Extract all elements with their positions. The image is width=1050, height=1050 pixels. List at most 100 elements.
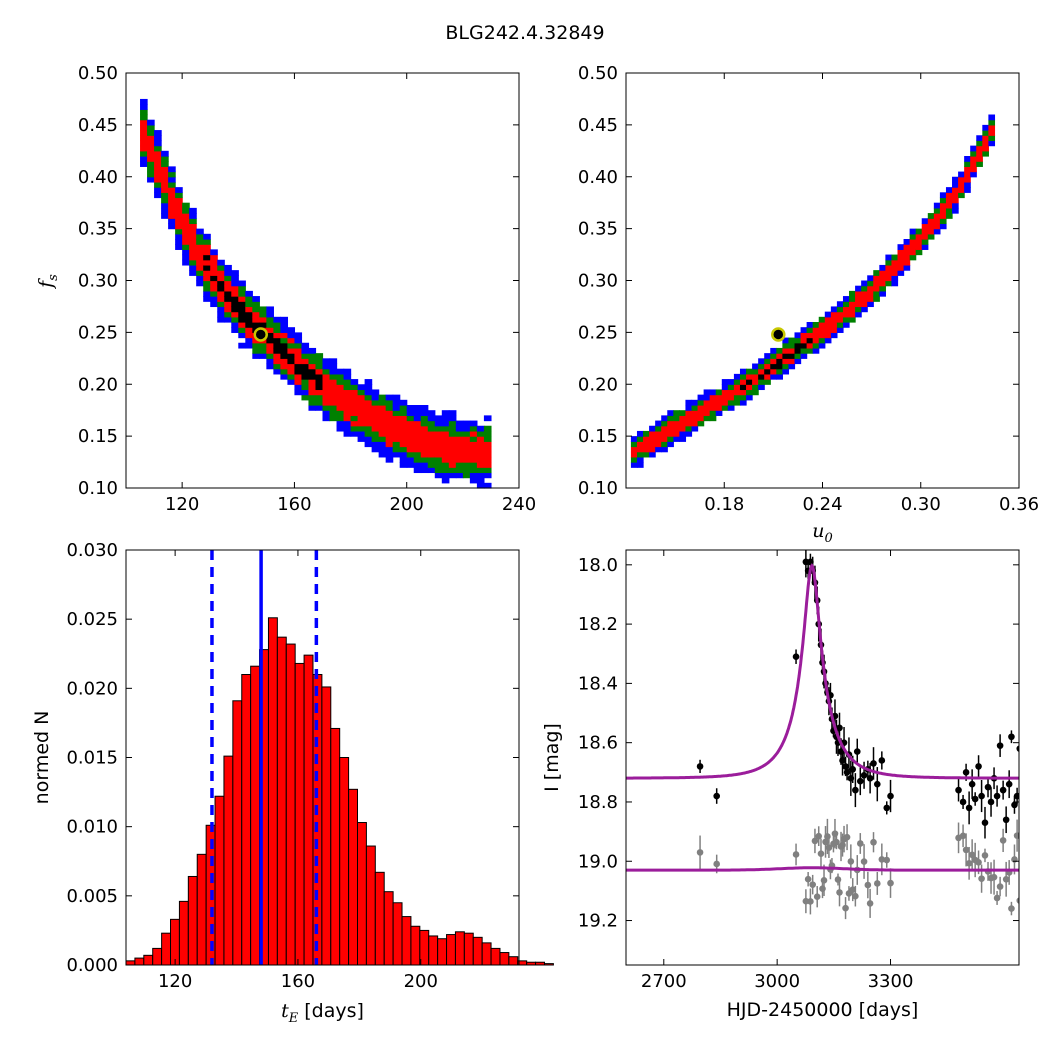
density-cell [939, 218, 947, 225]
residual-point [999, 837, 1007, 844]
density-cell [952, 202, 959, 209]
density-cell [175, 192, 183, 199]
density-cell [392, 441, 401, 448]
density-cell [238, 296, 246, 302]
density-cell [238, 342, 246, 349]
density-cell [273, 353, 281, 359]
density-cell [385, 415, 394, 422]
x-tick-label: 200 [390, 494, 424, 515]
density-cell [189, 244, 197, 250]
density-cell [667, 420, 674, 427]
y-tick-label: 0.15 [578, 426, 618, 447]
density-cell [697, 394, 705, 401]
density-cell [434, 436, 443, 442]
density-cell [399, 399, 408, 406]
density-cell [238, 316, 246, 323]
density-cell [294, 358, 303, 365]
density-cell [661, 430, 668, 437]
density-cell [280, 327, 289, 333]
histogram-bar [294, 662, 305, 966]
density-cell [921, 244, 929, 250]
density-cell [350, 405, 359, 411]
density-cell [861, 306, 868, 313]
density-cell [952, 197, 959, 204]
residual-point [852, 892, 859, 900]
residual-point [813, 893, 821, 900]
density-cell [273, 332, 281, 339]
x-axis-label: tE [days] [281, 1000, 364, 1026]
density-cell [958, 187, 965, 193]
density-cell [168, 171, 176, 178]
histogram-bar [472, 936, 483, 966]
density-cell [245, 327, 253, 333]
density-cell [691, 405, 699, 411]
density-cell [673, 415, 680, 422]
density-cell [210, 254, 218, 261]
density-cell [336, 389, 345, 396]
density-cell [655, 420, 662, 427]
density-cell [703, 410, 711, 416]
density-cell [182, 249, 190, 256]
density-cell [182, 202, 190, 209]
density-cell [140, 150, 148, 157]
density-cell [140, 140, 148, 147]
density-cell [301, 394, 310, 401]
density-cell [315, 389, 324, 396]
density-cell [196, 228, 204, 235]
density-cell [406, 415, 415, 422]
density-cell [168, 218, 176, 225]
density-cell [196, 259, 204, 266]
observation-point [849, 766, 857, 773]
density-cell [399, 451, 408, 458]
density-cell [420, 456, 429, 463]
density-cell [483, 425, 492, 432]
density-cell [406, 405, 415, 411]
density-cell [933, 228, 941, 235]
density-cell [782, 353, 790, 359]
density-cell [873, 285, 880, 292]
density-cell [217, 259, 225, 266]
density-cell [964, 161, 971, 167]
density-cell [643, 446, 650, 453]
density-cell [322, 389, 331, 396]
density-cell [273, 327, 281, 333]
density-cell [455, 467, 464, 474]
density-cell [709, 389, 717, 396]
density-cell [673, 436, 680, 442]
density-cell [462, 446, 471, 453]
density-cell [933, 213, 941, 219]
y-tick-label: 0.000 [66, 955, 118, 976]
density-cell [746, 368, 753, 375]
x-tick-label: 0.18 [704, 494, 744, 515]
density-cell [294, 384, 303, 391]
density-cell [350, 425, 359, 432]
density-cell [927, 218, 935, 225]
density-cell [909, 249, 917, 256]
density-cell [322, 379, 331, 385]
density-cell [336, 368, 345, 375]
density-cell [861, 285, 868, 292]
x-tick-label: 0.24 [802, 494, 842, 515]
residual-point [873, 880, 881, 887]
density-cell [399, 430, 408, 437]
residual-point [1002, 875, 1010, 883]
density-cell [252, 296, 260, 302]
y-tick-label: 18.8 [578, 792, 618, 813]
density-cell [161, 181, 169, 188]
density-cell [329, 410, 338, 416]
observation-point [853, 748, 861, 755]
density-cell [952, 187, 959, 193]
residual-point [878, 856, 886, 863]
density-cell [733, 384, 741, 391]
observation-point [856, 777, 864, 785]
density-cell [727, 379, 735, 385]
density-cell [420, 425, 429, 432]
density-cell [455, 451, 464, 458]
density-cell [217, 290, 225, 297]
density-cell [673, 420, 680, 427]
density-cell [308, 405, 317, 411]
density-cell [685, 430, 693, 437]
density-cell [667, 436, 674, 442]
density-cell [420, 446, 429, 453]
density-cell [161, 150, 169, 157]
